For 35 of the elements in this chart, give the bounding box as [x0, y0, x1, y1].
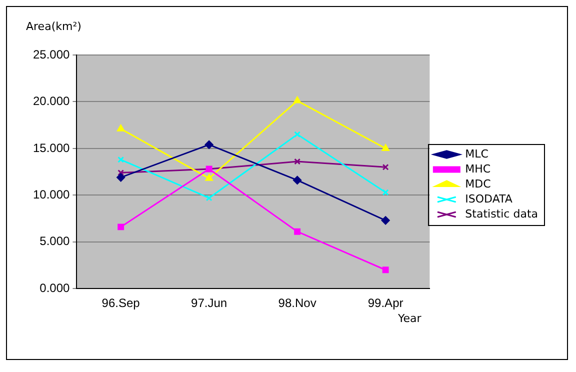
legend-label: ISODATA — [465, 192, 513, 206]
point — [204, 140, 214, 149]
point — [118, 156, 124, 163]
point — [381, 216, 390, 225]
y-tick-label: 25.000 — [33, 47, 70, 62]
point — [118, 170, 124, 176]
point — [206, 194, 212, 202]
y-tick-label: 15.000 — [33, 140, 70, 155]
point — [294, 158, 301, 165]
y-tick-label: 5.000 — [40, 234, 70, 248]
x-axis-title: Year — [398, 312, 422, 325]
x-tick-label: 96.Sep — [102, 296, 140, 310]
point — [294, 96, 302, 104]
legend-label: MHC — [465, 162, 491, 176]
y-tick-label: 0.000 — [40, 280, 70, 295]
point — [293, 176, 302, 184]
point — [116, 173, 126, 182]
point — [382, 189, 389, 196]
y-axis-title: Area(km²) — [26, 20, 82, 33]
legend-label: Statistic data — [465, 207, 538, 220]
point — [294, 131, 301, 138]
point — [118, 224, 124, 230]
point — [294, 228, 301, 235]
point — [382, 266, 389, 274]
y-tick-label: 20.000 — [33, 94, 70, 108]
y-tick-label: 10.000 — [33, 187, 70, 202]
x-tick-label: 99.Apr — [368, 296, 404, 310]
legend-label: MLC — [465, 147, 489, 160]
x-tick-label: 97.Jun — [191, 296, 228, 310]
point — [117, 124, 125, 132]
point — [205, 174, 213, 181]
point — [382, 144, 390, 151]
point — [382, 164, 389, 170]
legend-label: MDC — [465, 177, 492, 190]
x-tick-label: 98.Nov — [278, 296, 316, 310]
